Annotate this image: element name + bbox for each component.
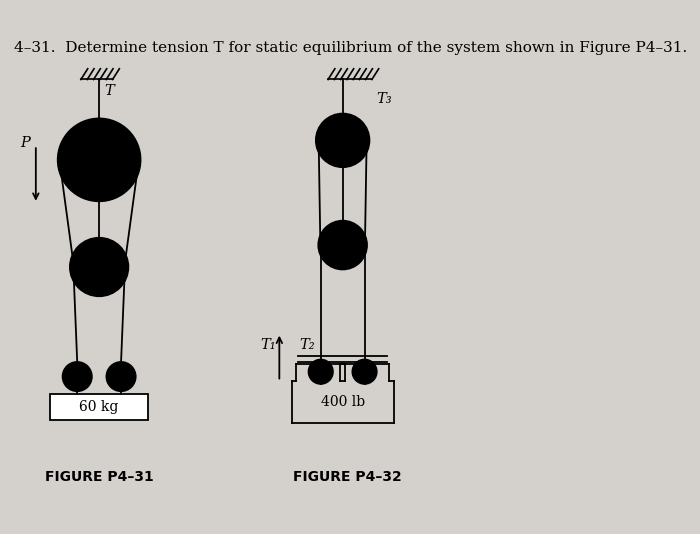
Circle shape bbox=[74, 373, 80, 380]
Circle shape bbox=[70, 238, 128, 296]
Text: 400 lb: 400 lb bbox=[321, 395, 365, 409]
Circle shape bbox=[96, 156, 102, 163]
Circle shape bbox=[309, 359, 333, 384]
Circle shape bbox=[57, 119, 141, 201]
Circle shape bbox=[62, 362, 92, 391]
Text: T₂: T₂ bbox=[299, 337, 314, 351]
Circle shape bbox=[361, 368, 368, 375]
Text: T: T bbox=[104, 84, 114, 98]
Circle shape bbox=[318, 221, 367, 270]
Text: 60 kg: 60 kg bbox=[80, 400, 119, 414]
Circle shape bbox=[340, 242, 346, 248]
Circle shape bbox=[317, 368, 324, 375]
Text: FIGURE P4–31: FIGURE P4–31 bbox=[45, 470, 153, 484]
Circle shape bbox=[316, 114, 370, 167]
Circle shape bbox=[96, 264, 102, 270]
Text: T₁: T₁ bbox=[260, 337, 275, 351]
Text: 4–31.  Determine tension T for static equilibrium of the system shown in Figure : 4–31. Determine tension T for static equ… bbox=[14, 41, 687, 54]
Text: FIGURE P4–32: FIGURE P4–32 bbox=[293, 470, 402, 484]
Circle shape bbox=[340, 137, 346, 144]
Circle shape bbox=[352, 359, 377, 384]
Circle shape bbox=[118, 373, 125, 380]
Text: P: P bbox=[20, 136, 30, 150]
Text: T₃: T₃ bbox=[377, 92, 393, 106]
Circle shape bbox=[106, 362, 136, 391]
Bar bbox=[50, 394, 148, 420]
